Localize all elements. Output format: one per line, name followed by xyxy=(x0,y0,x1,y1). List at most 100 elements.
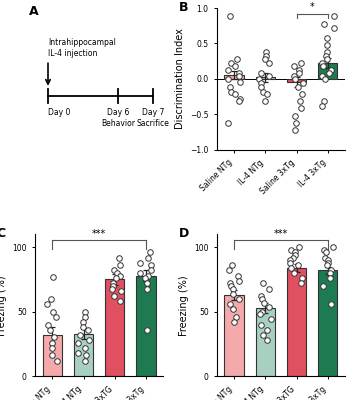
Point xyxy=(293,126,298,133)
Point xyxy=(114,270,120,276)
Bar xyxy=(136,276,156,376)
Text: B: B xyxy=(178,1,188,14)
Point xyxy=(227,84,232,90)
Point xyxy=(83,352,88,359)
Text: ***: *** xyxy=(274,229,288,239)
Point xyxy=(235,272,241,279)
Point xyxy=(328,301,334,307)
Point xyxy=(322,254,327,261)
Point xyxy=(82,357,88,364)
Point xyxy=(266,73,271,79)
Point xyxy=(288,247,294,253)
Point xyxy=(225,120,231,126)
Point xyxy=(77,332,83,338)
Point xyxy=(82,344,88,351)
Point xyxy=(258,84,263,90)
Point xyxy=(260,88,266,95)
Point xyxy=(227,13,233,20)
Point xyxy=(258,321,264,328)
Point xyxy=(144,326,150,333)
Point xyxy=(262,56,268,62)
Text: A: A xyxy=(29,5,38,18)
Point xyxy=(82,314,88,320)
Point xyxy=(263,49,269,55)
Point xyxy=(326,260,331,266)
Point xyxy=(323,249,328,256)
Point xyxy=(327,275,333,282)
Point xyxy=(113,275,119,282)
Point xyxy=(145,272,151,279)
Point xyxy=(331,25,337,31)
Point xyxy=(298,60,303,66)
Point xyxy=(75,339,81,346)
Bar xyxy=(318,63,338,79)
Point xyxy=(321,283,326,289)
Bar xyxy=(105,280,125,376)
Point xyxy=(298,280,304,286)
Point xyxy=(236,73,242,79)
Bar xyxy=(74,334,93,376)
Point xyxy=(237,278,242,284)
Point xyxy=(86,337,92,343)
Text: *: * xyxy=(310,2,315,12)
Point xyxy=(75,350,81,356)
Point xyxy=(137,260,143,266)
Bar xyxy=(256,308,275,376)
Point xyxy=(328,67,333,74)
Point xyxy=(258,293,264,300)
Point xyxy=(268,316,274,322)
Point xyxy=(237,95,243,102)
Bar xyxy=(43,335,62,376)
Point xyxy=(292,252,297,258)
Point xyxy=(292,249,297,256)
Point xyxy=(325,257,331,263)
Point xyxy=(327,70,332,76)
Point xyxy=(49,352,55,359)
Point xyxy=(266,285,272,292)
Point xyxy=(263,53,269,59)
Text: ***: *** xyxy=(92,229,106,239)
Point xyxy=(324,34,329,41)
Point xyxy=(54,314,59,320)
Point xyxy=(110,283,115,289)
Point xyxy=(117,272,123,279)
Point xyxy=(146,254,151,261)
Point xyxy=(80,319,86,325)
Y-axis label: Freezing (%): Freezing (%) xyxy=(178,275,189,336)
Point xyxy=(290,254,295,261)
Point xyxy=(295,84,301,90)
Point xyxy=(117,254,122,261)
Point xyxy=(230,290,236,297)
Point xyxy=(257,76,262,82)
Point xyxy=(266,303,272,310)
Point xyxy=(148,262,154,268)
Bar xyxy=(318,270,338,376)
Text: Day 6
Behavior: Day 6 Behavior xyxy=(101,108,136,128)
Point xyxy=(258,311,263,318)
Point xyxy=(230,306,236,312)
Point xyxy=(265,91,270,98)
Point xyxy=(258,80,264,86)
Point xyxy=(324,42,330,48)
Point xyxy=(300,91,305,98)
Point xyxy=(296,244,301,250)
Point xyxy=(330,244,336,250)
Point xyxy=(51,334,57,340)
Point xyxy=(230,285,235,292)
Point xyxy=(237,70,242,76)
Point xyxy=(225,67,231,74)
Point xyxy=(264,337,270,343)
Point xyxy=(118,288,123,294)
Point xyxy=(110,280,115,286)
Point xyxy=(82,308,88,315)
Point xyxy=(145,285,150,292)
Point xyxy=(49,296,54,302)
Y-axis label: Freezing (%): Freezing (%) xyxy=(0,275,7,336)
Point xyxy=(144,280,150,286)
Point xyxy=(300,275,305,282)
Point xyxy=(331,13,337,20)
Point xyxy=(236,98,241,105)
Point xyxy=(228,283,233,289)
Point xyxy=(111,267,117,274)
Text: C: C xyxy=(0,227,6,240)
